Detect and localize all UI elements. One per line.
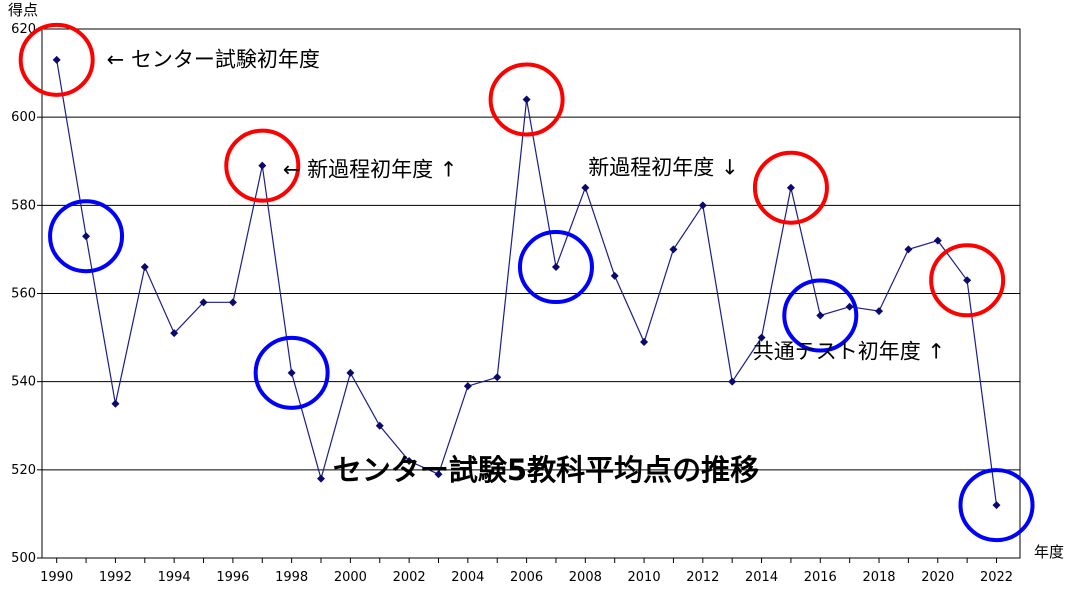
x-tick-label: 1994 bbox=[158, 570, 191, 585]
y-tick-label: 580 bbox=[11, 198, 36, 213]
y-tick-label: 500 bbox=[11, 551, 36, 566]
data-point bbox=[786, 183, 795, 192]
x-tick-label: 2018 bbox=[862, 570, 895, 585]
y-tick-label: 560 bbox=[11, 287, 36, 302]
data-point bbox=[875, 307, 884, 316]
data-point bbox=[992, 501, 1001, 510]
x-tick-label: 2012 bbox=[686, 570, 719, 585]
x-tick-label: 2014 bbox=[745, 570, 778, 585]
highlight-circles bbox=[18, 22, 1035, 543]
x-tick-label: 1996 bbox=[216, 570, 249, 585]
red-circle bbox=[488, 62, 565, 137]
x-tick-label: 1998 bbox=[275, 570, 308, 585]
blue-circle bbox=[253, 335, 330, 410]
x-axis-title: 年度 bbox=[1034, 543, 1064, 561]
data-point bbox=[522, 95, 531, 104]
x-tick-label: 2020 bbox=[921, 570, 954, 585]
data-point bbox=[170, 329, 179, 338]
y-tick-label: 620 bbox=[11, 22, 36, 37]
data-point bbox=[610, 271, 619, 280]
data-point bbox=[405, 457, 414, 466]
series-layer bbox=[52, 55, 1001, 510]
data-point bbox=[434, 470, 443, 479]
data-point bbox=[111, 399, 120, 408]
x-tick-label: 2016 bbox=[804, 570, 837, 585]
red-circle bbox=[752, 150, 829, 225]
data-point bbox=[698, 201, 707, 210]
data-point bbox=[228, 298, 237, 307]
data-point bbox=[640, 337, 649, 346]
data-point bbox=[757, 333, 766, 342]
data-point bbox=[933, 236, 942, 245]
red-circle bbox=[929, 243, 1006, 318]
x-tick-label: 2006 bbox=[510, 570, 543, 585]
data-point bbox=[52, 55, 61, 64]
x-tick-label: 1992 bbox=[99, 570, 132, 585]
chart-title: センター試験5教科平均点の推移 bbox=[333, 453, 759, 487]
series-line bbox=[56, 59, 998, 506]
blue-circle bbox=[517, 230, 594, 305]
y-axis-title: 得点 bbox=[8, 1, 38, 19]
data-point bbox=[963, 276, 972, 285]
x-tick-labels: 1990 1992 1994 1996 1998 2000 2002 2004 2006 2008… bbox=[40, 570, 1013, 585]
data-point bbox=[346, 368, 355, 377]
data-point bbox=[140, 263, 149, 272]
data-point bbox=[551, 263, 560, 272]
data-point bbox=[258, 161, 267, 170]
data-point bbox=[845, 302, 854, 311]
data-point bbox=[82, 232, 91, 241]
x-tick-label: 2008 bbox=[569, 570, 602, 585]
data-point bbox=[317, 474, 326, 483]
blue-circle bbox=[48, 199, 125, 274]
data-point bbox=[669, 245, 678, 254]
data-point bbox=[287, 368, 296, 377]
grid-lines bbox=[37, 28, 1021, 563]
x-tick-label: 2010 bbox=[628, 570, 661, 585]
annotations: ← センター試験初年度 ← 新過程初年度 ↑ 新過程初年度 ↓ 共通テスト初年度 ↑ bbox=[107, 47, 945, 363]
data-point bbox=[904, 245, 913, 254]
y-tick-label: 520 bbox=[11, 463, 36, 478]
data-point bbox=[816, 311, 825, 320]
blue-circle bbox=[958, 468, 1035, 543]
y-tick-label: 600 bbox=[11, 110, 36, 125]
x-tick-label: 2000 bbox=[334, 570, 367, 585]
red-circle bbox=[18, 22, 95, 97]
annotation-label: 新過程初年度 ↓ bbox=[588, 155, 738, 179]
data-point bbox=[463, 382, 472, 391]
data-point bbox=[199, 298, 208, 307]
data-point bbox=[375, 421, 384, 430]
y-tick-labels: 500 520 540 560 580 600 620 bbox=[11, 22, 36, 566]
blue-circle bbox=[782, 278, 859, 353]
x-tick-label: 2022 bbox=[980, 570, 1013, 585]
annotation-label: 共通テスト初年度 ↑ bbox=[753, 340, 945, 364]
annotation-label: ← 新過程初年度 ↑ bbox=[283, 158, 458, 182]
data-point bbox=[493, 373, 502, 382]
x-tick-label: 1990 bbox=[40, 570, 73, 585]
annotation-label: ← センター試験初年度 bbox=[107, 47, 320, 71]
y-tick-label: 540 bbox=[11, 375, 36, 390]
red-circle bbox=[224, 128, 301, 203]
data-point bbox=[581, 183, 590, 192]
data-point bbox=[728, 377, 737, 386]
x-tick-label: 2004 bbox=[451, 570, 484, 585]
x-tick-label: 2002 bbox=[393, 570, 426, 585]
